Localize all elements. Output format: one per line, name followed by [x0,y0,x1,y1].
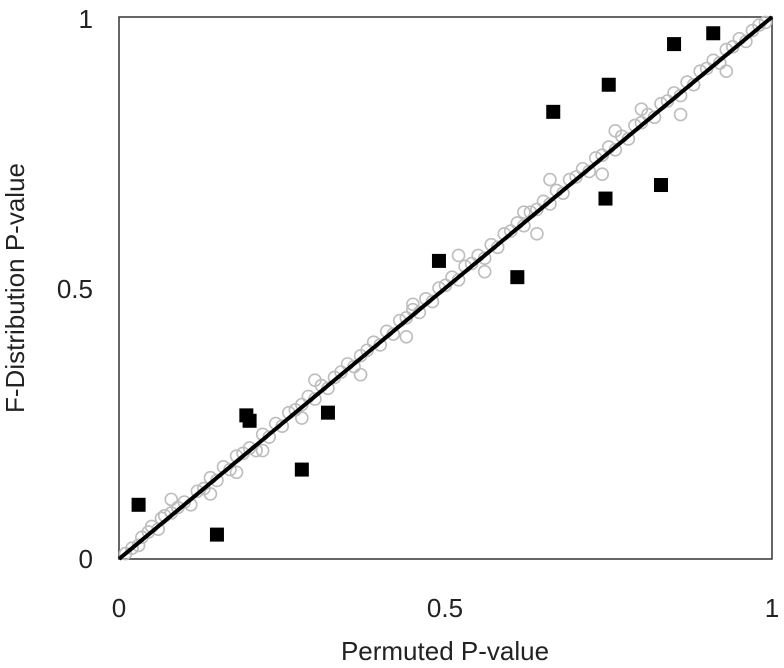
x-axis-label: Permuted P-value [341,636,549,666]
square-point-7 [510,270,525,285]
x-tick-label-2: 1 [765,593,779,623]
circle-point-112 [634,102,649,116]
circle-point-103 [255,443,270,458]
x-tick-label-1: 0.5 [427,593,463,623]
circle-point-113 [673,107,688,122]
square-point-8 [546,104,561,119]
circle-point-119 [608,124,623,138]
circle-point-106 [399,329,414,344]
square-point-13 [706,26,721,41]
circle-point-117 [295,411,309,425]
circle-point-115 [517,205,531,219]
identity-line [117,15,774,561]
y-tick-label-0: 0 [79,544,93,574]
circle-point-110 [543,172,557,187]
circle-point-102 [203,487,218,501]
square-point-11 [653,178,668,193]
y-tick-label-1: 0.5 [57,274,93,304]
square-point-1 [209,527,224,542]
square-point-4 [294,462,309,477]
square-point-12 [667,37,682,52]
square-point-3 [242,413,257,428]
square-point-10 [601,77,616,92]
circle-point-118 [229,465,244,480]
square-point-5 [320,405,335,420]
circle-point-101 [164,492,179,507]
y-axis-label: F-Distribution P-value [0,163,30,413]
circle-point-104 [308,373,322,387]
circle-point-111 [595,167,610,181]
circle-point-105 [353,367,368,382]
circle-point-100 [758,15,773,30]
circle-point-108 [477,264,492,279]
square-point-9 [598,191,613,206]
circle-point-107 [451,248,466,263]
square-series [131,26,721,542]
circle-point-114 [719,64,734,78]
y-tick-label-2: 1 [79,4,93,34]
square-point-0 [131,497,146,512]
x-tick-label-0: 0 [112,593,126,623]
square-point-6 [431,253,446,268]
circle-point-1 [125,541,139,555]
circle-point-116 [406,297,420,312]
circle-point-109 [530,227,544,241]
